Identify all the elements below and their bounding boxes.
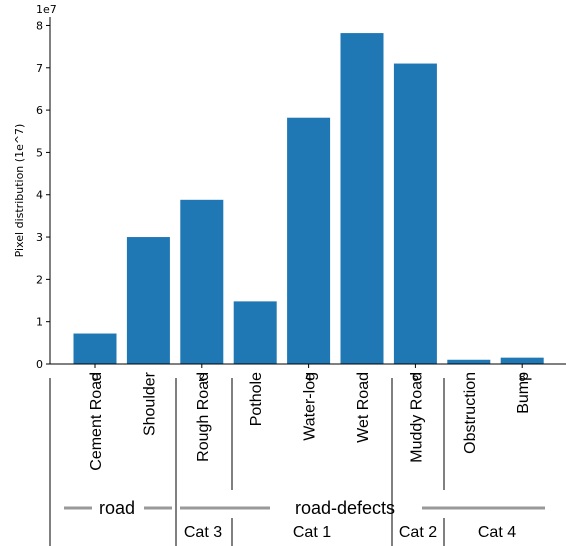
subgroup-label-cat1: Cat 1 (293, 524, 331, 541)
y-tick-label: 1 (36, 316, 43, 329)
category-label: Pothole (248, 372, 265, 426)
y-axis-label: Pixel distribution (1e^7) (13, 124, 26, 258)
category-label: Rough Road (195, 372, 212, 462)
category-label: Shoulder (141, 371, 158, 436)
category-label: Bump (515, 372, 532, 414)
bar-cement-road (73, 333, 117, 364)
bar-bump (500, 357, 544, 364)
subgroup-label-cat4: Cat 4 (478, 524, 516, 541)
y-tick-label: 7 (36, 62, 43, 75)
bar-muddy-road (393, 63, 437, 365)
y-tick-label: 4 (36, 189, 43, 202)
bar-rough-road (180, 199, 224, 364)
x-tick-label: 4 (305, 371, 312, 384)
y-tick-label: 8 (36, 19, 43, 32)
category-label: Wet Road (355, 372, 372, 443)
y-tick-label: 0 (36, 358, 43, 371)
category-label: Cement Road (88, 372, 105, 471)
y-tick-label: 5 (36, 146, 43, 159)
category-label: Water-log (302, 372, 319, 441)
x-tick-label: 2 (198, 371, 205, 384)
bar-obstruction (447, 359, 491, 364)
y-tick-label: 6 (36, 104, 43, 117)
x-tick-label: 0 (92, 371, 99, 384)
category-label: Muddy Road (408, 372, 425, 463)
category-label: Obstruction (462, 372, 479, 454)
x-tick-label: 8 (519, 371, 526, 384)
subgroup-label-cat3: Cat 3 (184, 524, 222, 541)
group-label-road-defects: road-defects (295, 498, 395, 518)
y-tick-label: 3 (36, 231, 43, 244)
group-label-road: road (99, 498, 135, 518)
y-tick-label: 2 (36, 273, 43, 286)
bar-pothole (233, 301, 277, 364)
bar-shoulder (126, 237, 170, 364)
bar-wet-road (340, 33, 384, 365)
x-tick-label: 6 (412, 371, 419, 384)
subgroup-label-cat2: Cat 2 (399, 524, 437, 541)
y-multiplier-label: 1e7 (36, 3, 57, 16)
bar-water-log (287, 117, 331, 365)
